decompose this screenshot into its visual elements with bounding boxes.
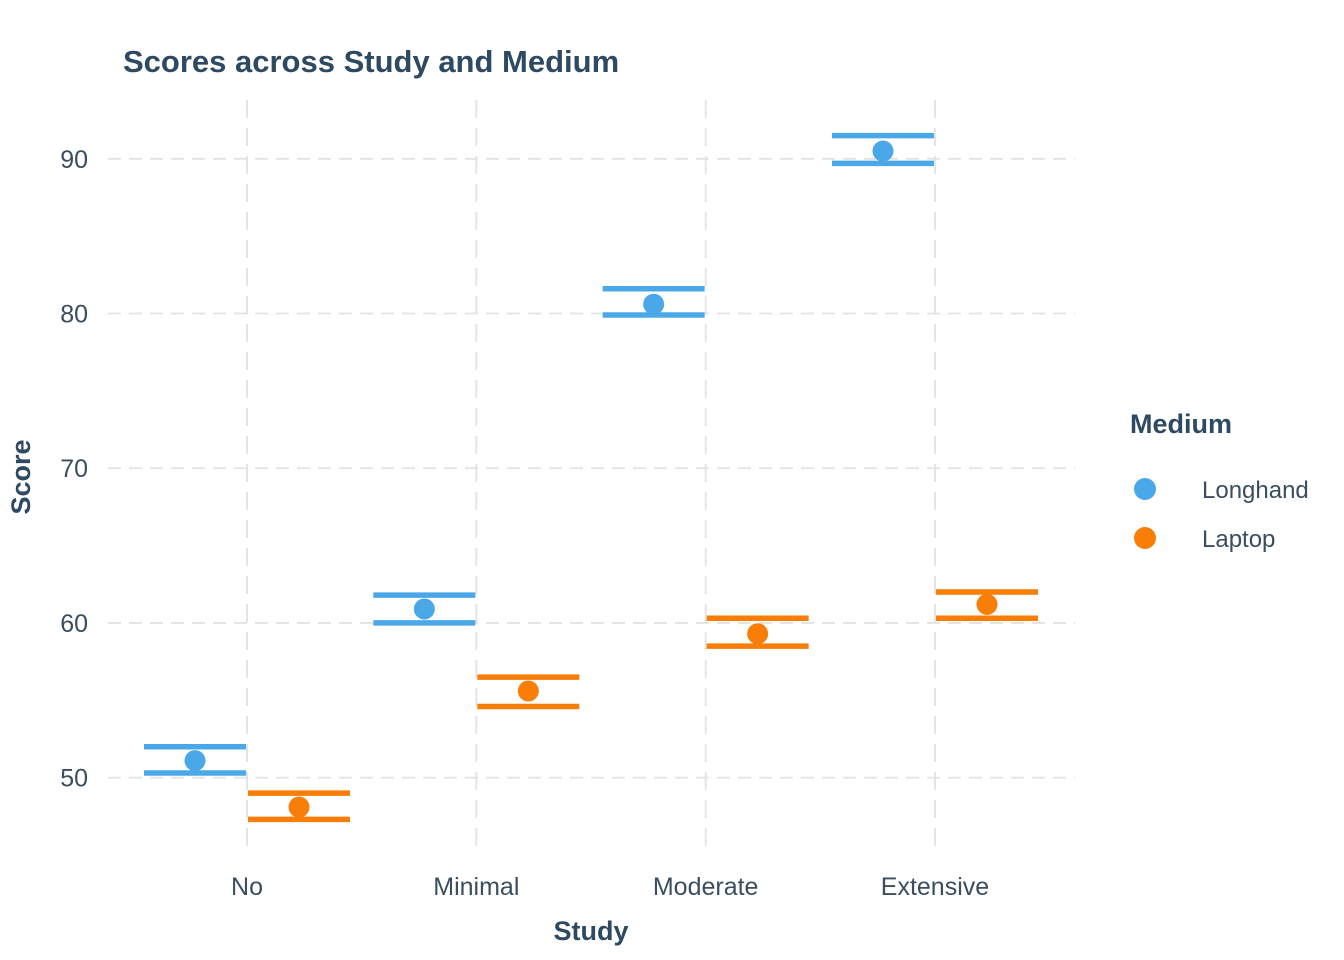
- legend-item-laptop: Laptop: [1134, 526, 1275, 553]
- data-point: [184, 750, 206, 772]
- axis-tick-labels: 50 60 70 80 90 No Minimal Moderate Extensive: [60, 146, 989, 901]
- chart-title: Scores across Study and Medium: [123, 44, 619, 79]
- data-point: [747, 623, 769, 645]
- data-point: [976, 593, 998, 615]
- gridlines: [108, 100, 1075, 855]
- data-marks: [144, 132, 1038, 823]
- data-point: [517, 680, 539, 702]
- y-tick-label: 50: [60, 765, 88, 793]
- legend: Longhand Laptop: [1134, 477, 1309, 553]
- y-tick-label: 90: [60, 146, 88, 174]
- series-longhand: [144, 132, 934, 776]
- x-tick-label: Minimal: [433, 873, 519, 901]
- y-axis-title: Score: [6, 439, 36, 514]
- legend-key-icon: [1134, 478, 1156, 500]
- legend-item-label: Laptop: [1202, 526, 1275, 553]
- series-laptop: [248, 589, 1038, 823]
- legend-item-label: Longhand: [1202, 477, 1309, 504]
- legend-title: Medium: [1130, 409, 1232, 439]
- y-tick-label: 80: [60, 301, 88, 329]
- data-point: [288, 796, 310, 818]
- data-point: [413, 598, 435, 620]
- legend-item-longhand: Longhand: [1134, 477, 1309, 504]
- data-point: [872, 140, 894, 162]
- x-tick-label: No: [231, 873, 263, 901]
- x-tick-label: Extensive: [881, 873, 989, 901]
- legend-key-icon: [1134, 527, 1156, 549]
- x-tick-label: Moderate: [653, 873, 759, 901]
- data-point: [643, 293, 665, 315]
- x-axis-title: Study: [553, 916, 628, 946]
- y-tick-label: 70: [60, 455, 88, 483]
- y-tick-label: 60: [60, 610, 88, 638]
